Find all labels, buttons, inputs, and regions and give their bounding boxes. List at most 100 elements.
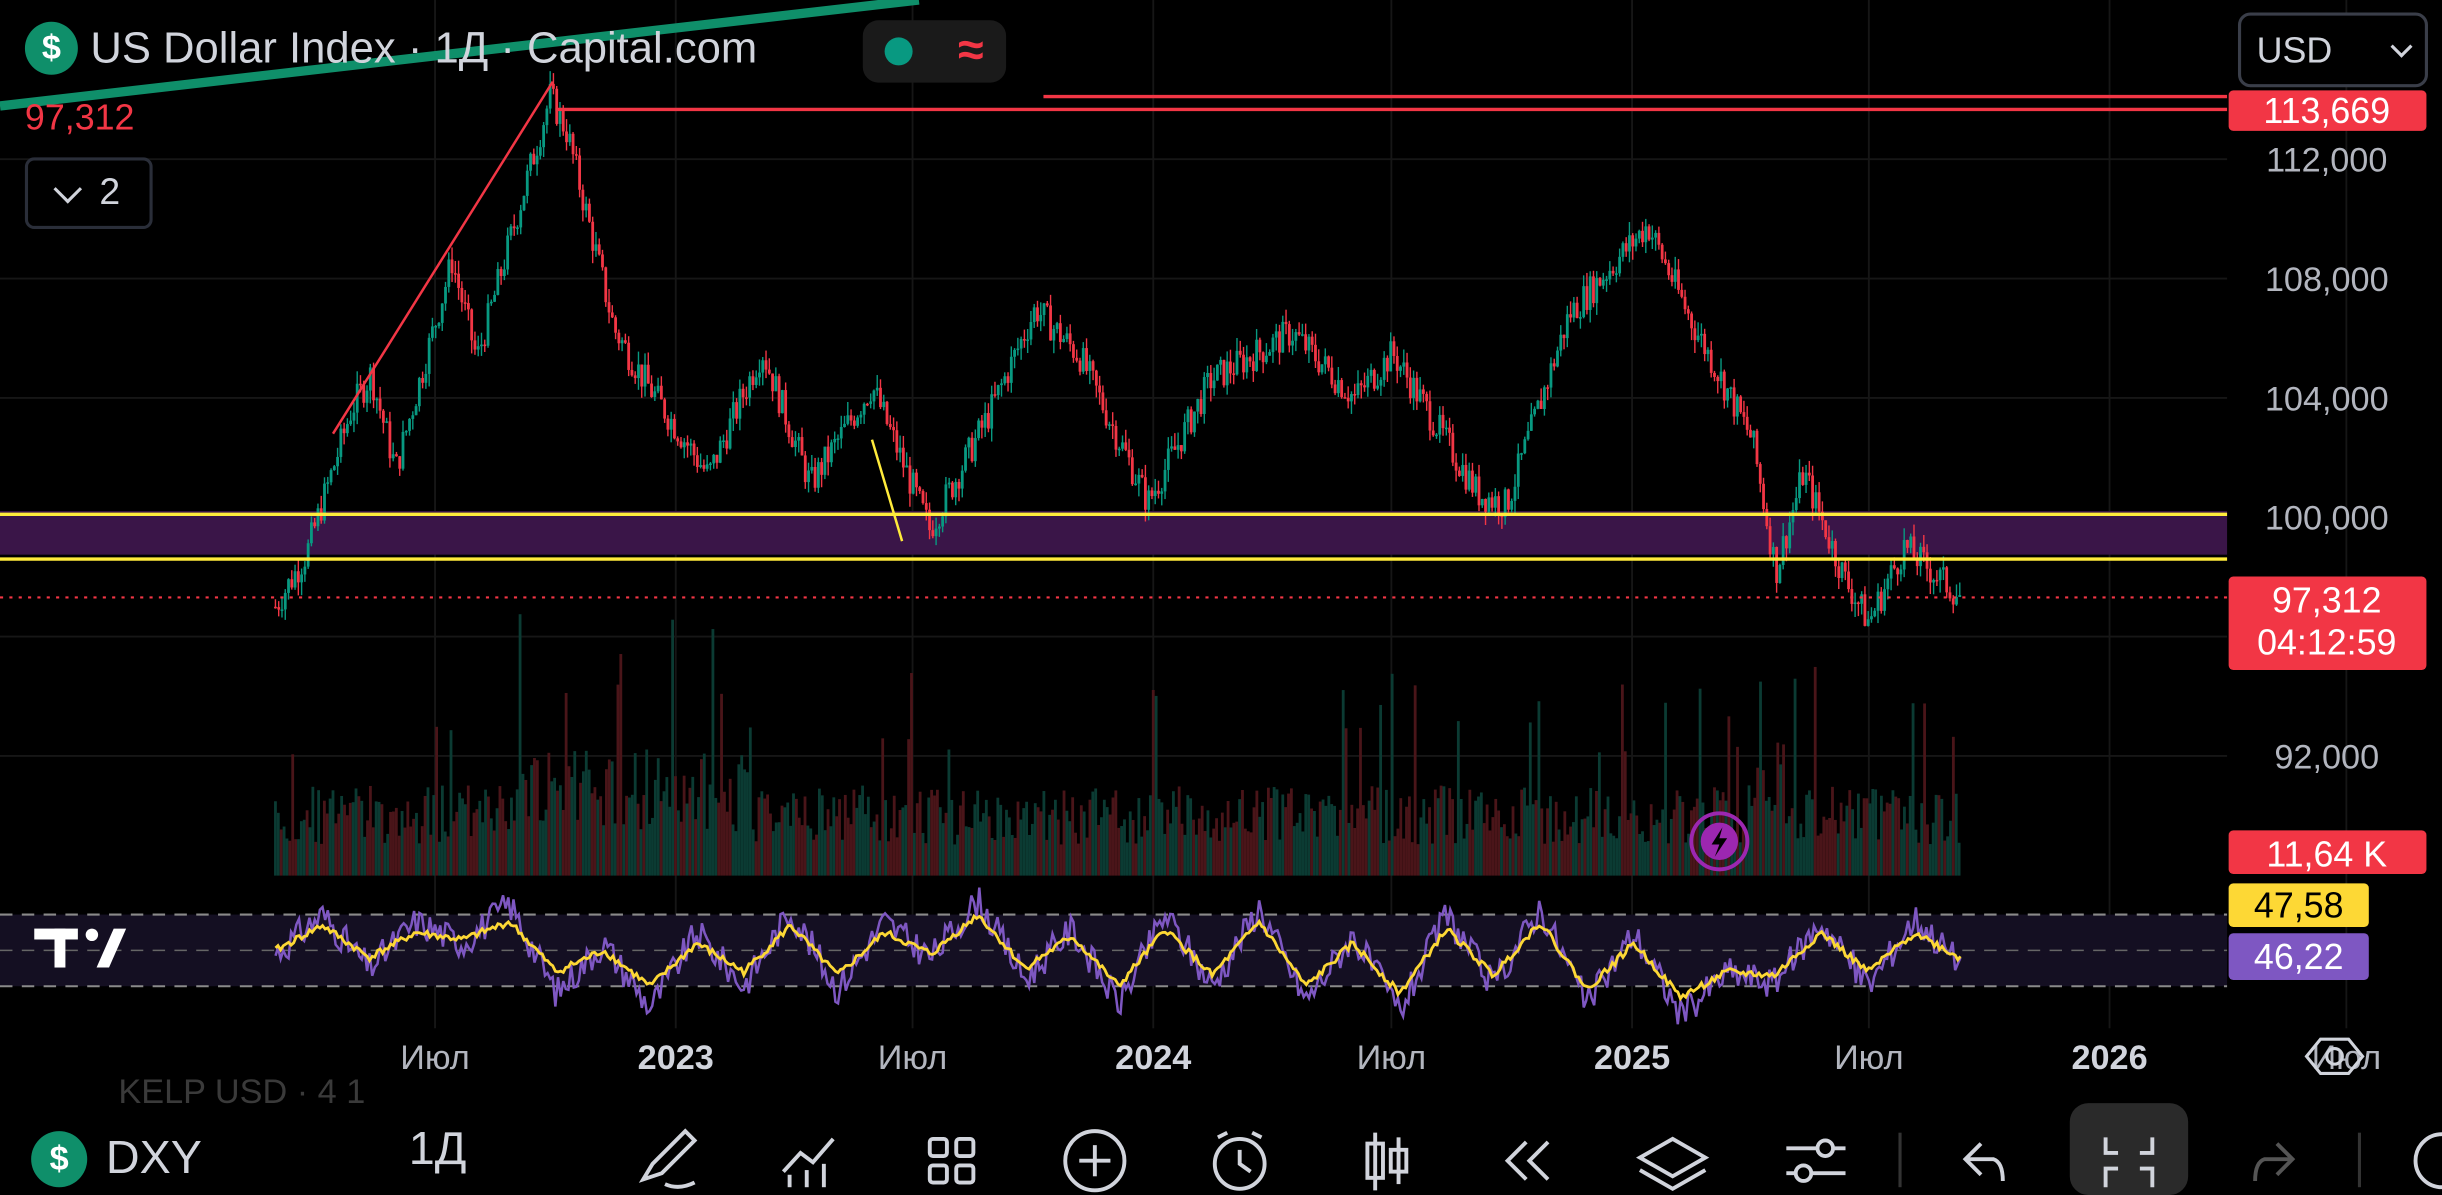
volume-bar bbox=[924, 843, 928, 876]
time-axis-label: Июл bbox=[1357, 1039, 1427, 1077]
volume-bar bbox=[904, 805, 908, 876]
candle-body bbox=[1088, 361, 1092, 372]
volume-bar bbox=[432, 795, 436, 876]
volume-bar bbox=[484, 789, 487, 876]
status-pills[interactable]: ≈ bbox=[862, 20, 1007, 83]
tradingview-logo bbox=[34, 928, 127, 968]
alert-price-text: 113,669 bbox=[2263, 91, 2390, 131]
volume-bar bbox=[389, 811, 392, 876]
symbol-button[interactable]: $ DXY bbox=[31, 1131, 202, 1188]
volume-bar bbox=[314, 841, 318, 876]
candle-body bbox=[601, 254, 604, 268]
candle-body bbox=[499, 269, 503, 277]
candle-body bbox=[833, 439, 837, 443]
price-axis-label: 100,000 bbox=[2265, 500, 2389, 538]
volume-bar bbox=[616, 684, 620, 876]
volume-bar bbox=[1488, 830, 1492, 876]
volume-bar bbox=[1517, 836, 1521, 876]
candle-body bbox=[1078, 360, 1082, 372]
volume-bar bbox=[1143, 816, 1147, 876]
volume-bar bbox=[510, 797, 513, 876]
candle-body bbox=[1611, 270, 1615, 274]
volume-bar bbox=[1361, 805, 1365, 876]
volume-bar bbox=[1551, 841, 1555, 876]
candle-body bbox=[800, 437, 804, 456]
candle-body bbox=[1870, 616, 1873, 620]
candle-body bbox=[525, 170, 529, 196]
candle-body bbox=[1464, 464, 1468, 490]
volume-bar bbox=[570, 776, 574, 876]
time-axis-label: Июл bbox=[878, 1039, 948, 1077]
volume-bar bbox=[1117, 827, 1121, 876]
candle-body bbox=[568, 133, 572, 143]
volume-bar bbox=[1220, 812, 1224, 876]
volume-bar bbox=[786, 802, 790, 876]
candle-body bbox=[1454, 462, 1458, 471]
volume-bar bbox=[544, 809, 548, 876]
volume-bar bbox=[1848, 790, 1852, 876]
volume-bar bbox=[1638, 834, 1642, 876]
volume-bar bbox=[760, 791, 764, 876]
volume-bar bbox=[1839, 802, 1843, 876]
indicators-toggle-button[interactable]: 2 bbox=[24, 157, 153, 230]
volume-bar bbox=[1399, 798, 1403, 876]
candle-body bbox=[1696, 335, 1700, 341]
volume-bar bbox=[820, 795, 824, 876]
volume-bar bbox=[1226, 801, 1230, 876]
symbol-header[interactable]: $ US Dollar Index · 1Д · Capital.com bbox=[24, 21, 758, 75]
volume-bar bbox=[1338, 809, 1342, 876]
volume-bar bbox=[1502, 824, 1506, 876]
volume-bar bbox=[1408, 796, 1411, 876]
candle-body bbox=[666, 418, 670, 430]
candle-body bbox=[303, 566, 307, 575]
alert-price-label[interactable]: 113,669 bbox=[2228, 90, 2427, 131]
dollar-coin-icon: $ bbox=[31, 1131, 88, 1188]
candle-body bbox=[1912, 536, 1916, 559]
volume-bar bbox=[1269, 797, 1273, 876]
time-axis-label: Июл bbox=[1834, 1039, 1904, 1077]
volume-bar bbox=[535, 760, 539, 876]
chevron-down-icon bbox=[2390, 35, 2413, 58]
interval-button[interactable]: 1Д bbox=[386, 1103, 489, 1195]
volume-bar bbox=[973, 804, 977, 876]
volume-bar bbox=[711, 629, 715, 876]
volume-bar bbox=[832, 797, 836, 876]
volume-bar bbox=[774, 822, 778, 876]
candle-body bbox=[1634, 238, 1638, 247]
volume-bar bbox=[866, 796, 870, 876]
candle-body bbox=[1372, 369, 1376, 389]
candle-body bbox=[542, 125, 546, 148]
lightning-icon[interactable] bbox=[1689, 811, 1750, 872]
candle-body bbox=[1461, 464, 1465, 476]
candle-body bbox=[545, 108, 549, 126]
candle-body bbox=[764, 360, 768, 370]
volume-bar bbox=[625, 795, 628, 876]
volume-bar bbox=[1871, 788, 1875, 876]
currency-select[interactable]: USD bbox=[2237, 12, 2428, 88]
candle-body bbox=[453, 273, 457, 275]
volume-bar bbox=[1926, 824, 1929, 876]
candle-body bbox=[967, 437, 971, 448]
volume-bar bbox=[1030, 823, 1034, 876]
candle-body bbox=[1255, 339, 1259, 372]
volume-bar bbox=[1664, 702, 1667, 876]
candle-body bbox=[1173, 446, 1177, 450]
candle-body bbox=[1928, 568, 1932, 583]
volume-bar bbox=[1646, 841, 1650, 876]
volume-bar bbox=[1255, 790, 1259, 876]
candle-body bbox=[1883, 589, 1886, 611]
symbol-title[interactable]: US Dollar Index · 1Д · Capital.com bbox=[90, 23, 758, 72]
settings-icon[interactable] bbox=[2304, 1037, 2365, 1076]
candle-body bbox=[1827, 537, 1831, 549]
symbol-ticker: DXY bbox=[105, 1132, 202, 1185]
volume-bar bbox=[1249, 832, 1253, 876]
volume-bar bbox=[1376, 787, 1380, 876]
candle-body bbox=[787, 424, 791, 438]
time-axis-label: Июл bbox=[2312, 1039, 2382, 1077]
candle-body bbox=[859, 414, 863, 418]
candle-body bbox=[1359, 383, 1363, 386]
candle-body bbox=[1644, 226, 1648, 243]
volume-bar bbox=[947, 749, 951, 876]
volume-bar bbox=[1592, 827, 1596, 876]
